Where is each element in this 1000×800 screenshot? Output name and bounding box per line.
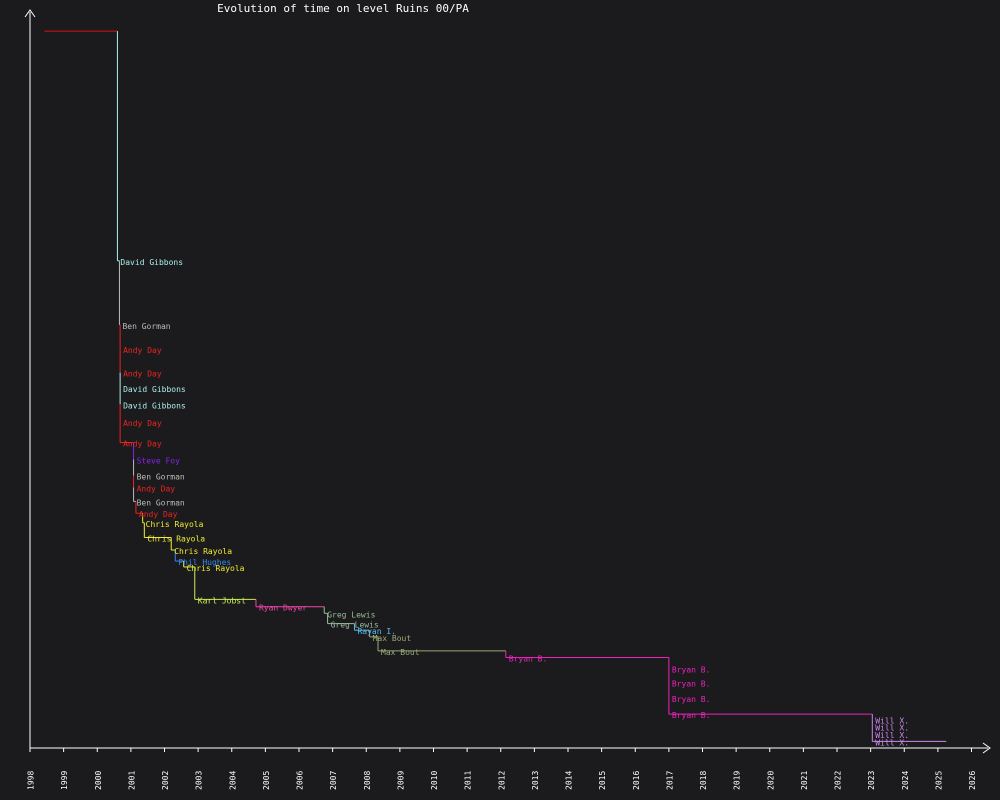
x-axis-arrow bbox=[982, 742, 991, 754]
record-holder-label: Chris Rayola bbox=[174, 547, 232, 556]
x-tick-label: 2006 bbox=[296, 771, 305, 790]
record-holder-label: Will X. bbox=[875, 716, 909, 725]
x-tick-label: 2010 bbox=[430, 771, 439, 790]
record-holder-label: Chris Rayola bbox=[146, 520, 204, 529]
x-tick-label: 1998 bbox=[27, 771, 36, 790]
record-holder-label: Bryan B. bbox=[672, 666, 711, 675]
x-tick-label: 2018 bbox=[699, 771, 708, 790]
record-holder-label: Bryan B. bbox=[672, 711, 711, 720]
x-tick-label: 2016 bbox=[632, 771, 641, 790]
x-tick-label: 2019 bbox=[733, 771, 742, 790]
x-tick-label: 2015 bbox=[598, 771, 607, 790]
x-tick-label: 2020 bbox=[766, 771, 775, 790]
record-holder-label: David Gibbons bbox=[120, 258, 183, 267]
x-tick-label: 2024 bbox=[901, 771, 910, 790]
x-tick-label: 2004 bbox=[228, 771, 237, 790]
record-holder-label: Bryan B. bbox=[672, 679, 711, 688]
x-tick-label: 2014 bbox=[565, 771, 574, 790]
record-holder-label: Phil Hughes bbox=[178, 558, 231, 567]
x-tick-label: 2025 bbox=[934, 771, 943, 790]
record-holder-label: Ryan Dwyer bbox=[259, 604, 307, 613]
record-holder-label: Andy Day bbox=[137, 484, 176, 493]
record-holder-label: Chris Rayola bbox=[147, 535, 205, 544]
record-holder-label: Ben Gorman bbox=[137, 473, 185, 482]
record-labels: David Gibbons Ben Gorman Andy Day Andy Day D… bbox=[120, 258, 909, 748]
record-holder-label: Chris Rayola bbox=[187, 564, 245, 573]
record-steps bbox=[44, 30, 947, 742]
x-tick-label: 2021 bbox=[800, 771, 809, 790]
x-axis-ticks: 1998 1999 2000 2001 2002 2003 2004 2005 2006 2007… bbox=[27, 748, 977, 790]
record-holder-label: Max Bout bbox=[373, 634, 412, 643]
x-tick-label: 2002 bbox=[161, 771, 170, 790]
x-tick-label: 1999 bbox=[60, 771, 69, 790]
x-tick-label: 2000 bbox=[94, 771, 103, 790]
record-holder-label: Andy Day bbox=[123, 370, 162, 379]
record-holder-label: Rayan I. bbox=[357, 627, 396, 636]
record-holder-label: Ben Gorman bbox=[122, 322, 170, 331]
x-tick-label: 2011 bbox=[464, 771, 473, 790]
record-holder-label: Ben Gorman bbox=[137, 498, 185, 507]
record-holder-label: Andy Day bbox=[139, 510, 178, 519]
x-tick-label: 2017 bbox=[665, 771, 674, 790]
record-holder-label: David Gibbons bbox=[123, 401, 186, 410]
x-tick-label: 2008 bbox=[363, 771, 372, 790]
record-holder-label: Greg Lewis bbox=[327, 610, 375, 619]
x-tick-label: 2013 bbox=[531, 771, 540, 790]
record-holder-label: Will X. bbox=[875, 738, 909, 747]
x-tick-label: 2001 bbox=[127, 771, 136, 790]
record-holder-label: David Gibbons bbox=[123, 385, 186, 394]
record-holder-label: Steve Foy bbox=[137, 456, 181, 465]
x-tick-label: 2009 bbox=[396, 771, 405, 790]
record-holder-label: Bryan B. bbox=[509, 654, 548, 663]
x-tick-label: 2022 bbox=[834, 771, 843, 790]
record-holder-label: Andy Day bbox=[123, 419, 162, 428]
x-tick-label: 2012 bbox=[497, 771, 506, 790]
record-holder-label: Max Bout bbox=[381, 648, 420, 657]
record-holder-label: Greg Lewis bbox=[331, 621, 379, 630]
x-tick-label: 2026 bbox=[968, 771, 977, 790]
record-holder-label: Will X. bbox=[875, 724, 909, 733]
record-holder-label: Andy Day bbox=[123, 440, 162, 449]
y-axis-arrow bbox=[24, 9, 36, 18]
record-holder-label: Andy Day bbox=[123, 346, 162, 355]
record-holder-label: Bryan B. bbox=[672, 695, 711, 704]
x-tick-label: 2023 bbox=[867, 771, 876, 790]
chart-title: Evolution of time on level Ruins 00/PA bbox=[217, 2, 469, 15]
record-holder-label: Will X. bbox=[875, 731, 909, 740]
x-tick-label: 2003 bbox=[195, 771, 204, 790]
x-tick-label: 2005 bbox=[262, 771, 271, 790]
record-holder-label: Karl Jobst bbox=[198, 596, 246, 605]
x-tick-label: 2007 bbox=[329, 771, 338, 790]
